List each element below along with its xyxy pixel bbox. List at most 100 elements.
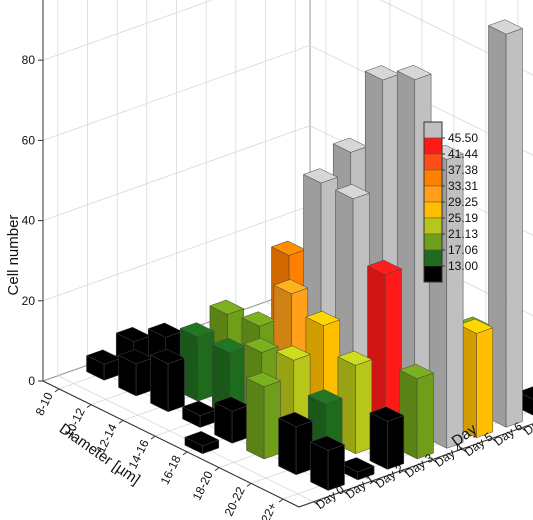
gridline-z [42, 0, 533, 76]
bar-front-face [369, 412, 388, 470]
x-tick-mark [118, 419, 124, 424]
x-tick-mark [182, 451, 188, 456]
y-tick-mark [402, 469, 408, 474]
bar-side-face [167, 357, 185, 413]
bar-top-face [302, 168, 339, 184]
bar-top-face [184, 431, 220, 447]
chart-bars [85, 19, 533, 491]
legend-swatch [423, 169, 443, 187]
gridline-y [57, 0, 314, 503]
bar-22+-day-6 [458, 318, 494, 439]
legend-swatch [423, 249, 443, 267]
z-axis-title: Cell number [5, 215, 22, 296]
bar-14-16-day-1 [181, 400, 218, 428]
bar-top-face [369, 406, 405, 422]
legend-level-label: 21.13 [448, 227, 478, 241]
legend-swatch [423, 153, 443, 171]
z-tick-label: 20 [22, 294, 36, 308]
z-tick-label: 80 [22, 53, 36, 67]
legend-level-label: 25.19 [448, 211, 478, 225]
bar-top-face [458, 318, 494, 334]
legend-level-label: 13.00 [448, 259, 478, 273]
bar-16-18-day-0 [184, 431, 220, 455]
bar-front-face [278, 417, 297, 476]
bar-top-face [275, 345, 311, 361]
color-legend: 45.50 41.44 37.38 33.31 29.25 25.19 21.13 17.06… [423, 121, 478, 283]
bar-top-face [179, 322, 215, 338]
bar-side-face [416, 372, 434, 460]
x-tick-label: 16-18 [158, 453, 184, 487]
legend-swatch [423, 137, 443, 155]
bar-top-face [245, 372, 282, 388]
y-tick-mark [521, 427, 526, 432]
bar-16-18-day-1 [213, 396, 250, 444]
z-tick-label: 60 [22, 133, 36, 147]
legend-level-label: 17.06 [448, 243, 478, 257]
z-tick-label: 40 [22, 214, 36, 228]
legend-swatch [423, 265, 443, 283]
bar-side-face [505, 28, 523, 428]
y-tick-mark [343, 490, 348, 495]
x-tick-mark [246, 482, 252, 487]
legend-swatch [423, 121, 443, 139]
bar-side-face [135, 357, 153, 397]
bar-side-face [197, 330, 215, 402]
bar-18-20-day-1 [245, 372, 282, 460]
bar-8-10-day-1 [85, 349, 122, 381]
legend-level-label: 41.44 [448, 147, 478, 161]
bar-top-face [149, 348, 186, 364]
bar-side-face [476, 327, 494, 439]
bar-side-face [263, 380, 281, 460]
bar-top-face [396, 64, 432, 80]
bar-side-face [355, 359, 373, 455]
y-tick-label: Day 7 [521, 408, 533, 438]
legend-level-label: 45.50 [448, 131, 478, 145]
bar-top-face [243, 337, 279, 353]
y-tick-mark [491, 437, 497, 442]
bar-top-face [273, 279, 309, 295]
legend-level-label: 29.25 [448, 195, 478, 209]
bar-22+-day-4 [398, 363, 435, 460]
legend-level-label: 37.38 [448, 163, 478, 177]
x-tick-mark [214, 467, 220, 472]
y-tick-mark [313, 501, 319, 506]
bar-top-face [517, 386, 533, 400]
x-tick-label: 18-20 [190, 468, 216, 502]
x-tick-mark [86, 404, 92, 409]
bar-12-14-day-2 [179, 322, 215, 402]
x-tick-label: 22+ [258, 500, 280, 520]
bar-top-face [209, 299, 245, 315]
z-axis-ticks: 020406080100 [22, 53, 43, 388]
x-tick-mark [150, 435, 156, 440]
gridline-z [42, 44, 533, 156]
bar-top-face [487, 19, 524, 35]
bar-top-face [339, 457, 375, 473]
y-tick-mark [461, 448, 467, 453]
bar-top-face [307, 389, 343, 405]
bar-front-face [150, 354, 169, 413]
bar-top-face [334, 184, 371, 200]
x-tick-mark [54, 388, 60, 393]
legend-swatch [423, 201, 443, 219]
bar-top-face [305, 310, 341, 326]
x-tick-label: 8-10 [33, 390, 56, 418]
gridline-z [42, 125, 533, 236]
bar-top-face [309, 435, 346, 451]
bar-12-14-day-1 [149, 348, 186, 413]
x-tick-label: 20-22 [222, 484, 248, 518]
legend-level-label: 33.31 [448, 179, 478, 193]
legend-swatch [423, 217, 443, 235]
bar-top-face [337, 350, 373, 366]
legend-swatch [423, 185, 443, 203]
bar-20-22-day-3 [337, 350, 373, 455]
bar-top-face [366, 259, 403, 275]
bar-side-face [295, 420, 313, 476]
y-tick-mark [432, 459, 437, 463]
bar-top-face [277, 411, 314, 427]
bar-side-face [387, 415, 405, 470]
legend-swatch [423, 233, 443, 251]
x-axis-line [42, 380, 300, 508]
bar-front-face [246, 377, 265, 460]
z-tick-label: 0 [28, 374, 35, 388]
